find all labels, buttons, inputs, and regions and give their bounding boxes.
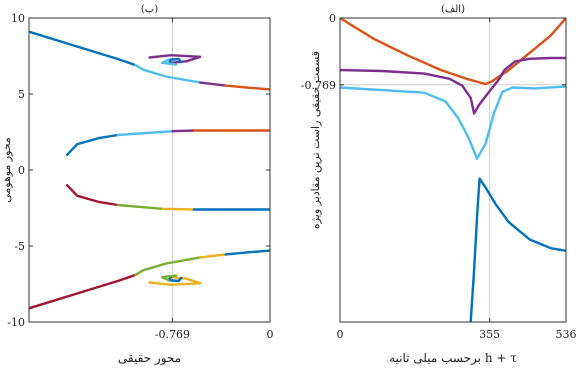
y-axis-label: قسمت حقیقی راست ترین مقادیر ویژه (309, 51, 322, 229)
axes-frame (29, 18, 270, 322)
series-line-7 (67, 135, 118, 155)
axes-frame (340, 18, 566, 322)
x-tick-label: 536 (556, 328, 576, 341)
x-axis-label: h + τ برحسب میلی ثانیه (389, 351, 517, 365)
series-line-13 (162, 209, 194, 210)
y-tick-label: 10 (11, 12, 25, 25)
x-tick-label: -0.769 (155, 328, 190, 341)
y-tick-label: 0 (18, 164, 25, 177)
y-axis-label: محور موهومی (0, 137, 13, 203)
series-line-3 (226, 86, 270, 90)
series-line-0 (340, 18, 566, 84)
panel-label: (الف) (441, 4, 465, 15)
series-line-2 (340, 87, 566, 159)
x-axis-label: محور حقیقی (118, 351, 181, 365)
x-tick-label: 355 (479, 328, 500, 341)
series-line-1 (136, 65, 201, 83)
series-group (29, 32, 270, 309)
series-line-3 (471, 179, 566, 322)
left-chart-panel: -0.769 0 10 5 0 -5 -10 (ب) محور حقیقی محور موهومی (0, 4, 274, 365)
series-line-15 (29, 275, 136, 308)
y-tick-label: -10 (7, 316, 25, 329)
series-line-17 (200, 254, 225, 257)
series-line-12 (118, 205, 162, 209)
series-line-9 (173, 131, 194, 132)
series-line-8 (118, 131, 173, 135)
series-line-0 (29, 32, 136, 65)
series-line-18 (226, 251, 270, 255)
y-tick-label: 0 (329, 12, 336, 25)
x-tick-label: 0 (337, 328, 344, 341)
x-tick-label: 0 (267, 328, 274, 341)
panel-label: (ب) (141, 4, 158, 15)
series-line-16 (136, 257, 201, 275)
series-group (340, 18, 566, 322)
series-line-1 (340, 58, 566, 114)
series-line-2 (200, 83, 225, 86)
series-line-11 (67, 185, 118, 205)
y-tick-label: -5 (14, 240, 25, 253)
y-tick-label: 5 (18, 88, 25, 101)
